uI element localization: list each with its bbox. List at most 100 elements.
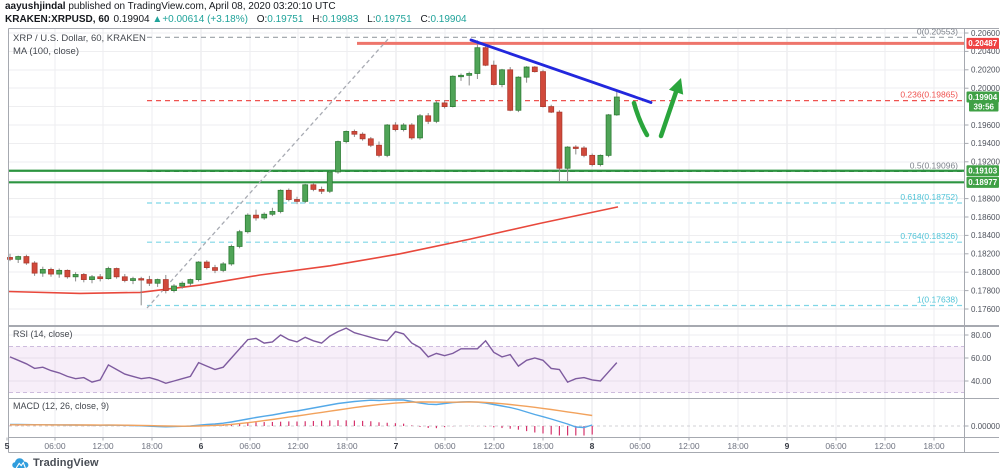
open-value: 0.19751 [267,14,304,25]
symbol-line: KRAKEN:XRPUSD, 60 0.19904 ▲+0.00614 (+3.1… [5,14,467,26]
macd-tick-label: 0.00000 [971,422,1000,431]
time-tick-label: 06:00 [44,441,66,451]
rsi-tick-label: 40.00 [971,377,992,386]
time-tick-label: 12:00 [483,441,505,451]
price-tick-label: 0.18200 [971,250,1000,259]
fib-level-label: 0.5(0.19096) [910,160,958,170]
price-tick-label: 0.18800 [971,194,1000,203]
time-tick-label: 9 [785,441,790,451]
rsi-axis[interactable]: 80.00 60.00 40.00 [964,331,992,386]
time-tick-label: 06:00 [239,441,261,451]
panel-borders [8,28,999,453]
price-tick-label: 0.20600 [971,29,1000,38]
projection-arrows [631,78,684,139]
time-tick-label: 12:00 [678,441,700,451]
change-arrow-icon: ▲ [152,14,163,25]
time-tick-label: 7 [394,441,399,451]
open-label: O: [256,14,268,25]
arrow-up-head [669,78,684,95]
high-label: H: [312,14,323,25]
time-tick-label: 5 [5,441,10,451]
byline: aayushjindal published on TradingView.co… [5,1,467,13]
price-tick-label: 0.18400 [971,231,1000,240]
fib-level-label: 0.764(0.18326) [900,231,958,241]
price-badge [966,176,999,188]
descending-trendline-blue [469,38,653,104]
time-tick-label: 18:00 [727,441,749,451]
time-tick-label: 06:00 [434,441,456,451]
time-tick-label: 6 [199,441,204,451]
price-tick-label: 0.19600 [971,121,1000,130]
ma-100-line [7,206,619,295]
high-value: 0.19983 [322,14,359,25]
rsi-tick-label: 60.00 [971,354,992,363]
fib-level-label: 1(0.17638) [917,295,958,305]
badge-label: 39:56 [974,102,995,111]
time-tick-label: 12:00 [287,441,309,451]
macd-histogram [9,420,593,436]
arrow-down-stroke [631,100,650,138]
time-tick-label: 12:00 [92,441,114,451]
low-label: L: [367,14,376,25]
price-tick-label: 0.17800 [971,286,1000,295]
time-tick-label: 06:00 [825,441,847,451]
tradingview-cloud-icon [12,458,29,469]
rsi-band [9,346,964,393]
rsi-panel-label: RSI (14, close) [13,329,73,339]
time-tick-label: 12:00 [874,441,896,451]
price-axis[interactable]: 0.20600 0.20400 0.20200 0.20000 0.19600 0.194… [964,29,1000,314]
chart-legend-symbol: XRP / U.S. Dollar, 60, KRAKEN [13,33,146,44]
close-label: C: [420,14,431,25]
rsi-tick-label: 80.00 [971,331,992,340]
low-value: 0.19751 [375,14,412,25]
price-tick-label: 0.18600 [971,213,1000,222]
price-tick-label: 0.19400 [971,139,1000,148]
time-axis[interactable]: 5 06:00 12:00 18:00 6 06:00 12:00 18:00 7 06:00 12… [5,437,945,452]
badge-label: 0.19904 [968,93,997,102]
chart-legend-ma: MA (100, close) [13,46,79,57]
support-resistance-lines [9,41,964,184]
price-tick-label: 0.18000 [971,268,1000,277]
fib-labels: 0(0.20553) 0.236(0.19865) 0.5(0.19096) 0.61… [900,26,958,304]
price-badge [966,91,999,103]
price-tick-label: 0.19200 [971,158,1000,167]
rsi-line [9,327,618,385]
author-name: aayushjindal [5,1,66,12]
byline-text: published on TradingView.com, April 08, … [65,1,336,12]
time-tick-label: 18:00 [923,441,945,451]
fib-level-label: 0(0.20553) [917,26,958,36]
time-tick-label: 18:00 [141,441,163,451]
price-tick-label: 0.20200 [971,66,1000,75]
time-tick-label: 06:00 [629,441,651,451]
fib-level-label: 0.618(0.18752) [900,192,958,202]
macd-signal-line [10,401,593,427]
symbol-label: KRAKEN:XRPUSD, 60 [5,14,110,25]
price-tick-label: 0.17600 [971,305,1000,314]
tradingview-logo-text: TradingView [33,456,99,469]
fib-level-label: 0.236(0.19865) [900,90,958,100]
price-tick-label: 0.20400 [971,47,1000,56]
price-change: +0.00614 (+3.18%) [162,14,248,25]
badge-label: 0.19103 [968,167,997,176]
header: aayushjindal published on TradingView.co… [5,1,467,26]
ascending-trendline-dashed [146,37,390,309]
last-price: 0.19904 [113,14,150,25]
tradingview-logo[interactable]: TradingView [12,456,99,469]
arrow-up-stroke [658,89,679,139]
time-tick-label: 18:00 [336,441,358,451]
price-badge [966,165,999,177]
close-value: 0.19904 [430,14,467,25]
countdown-badge [969,101,999,112]
macd-panel-label: MACD (12, 26, close, 9) [13,401,109,411]
price-badge [966,37,999,49]
badge-label: 0.20487 [968,39,997,48]
badge-label: 0.18977 [968,178,997,187]
candlestick-series [7,40,620,306]
macd-axis[interactable]: 0.00000 [964,422,1000,431]
time-tick-label: 8 [590,441,595,451]
time-tick-label: 18:00 [532,441,554,451]
price-tick-label: 0.20000 [971,84,1000,93]
